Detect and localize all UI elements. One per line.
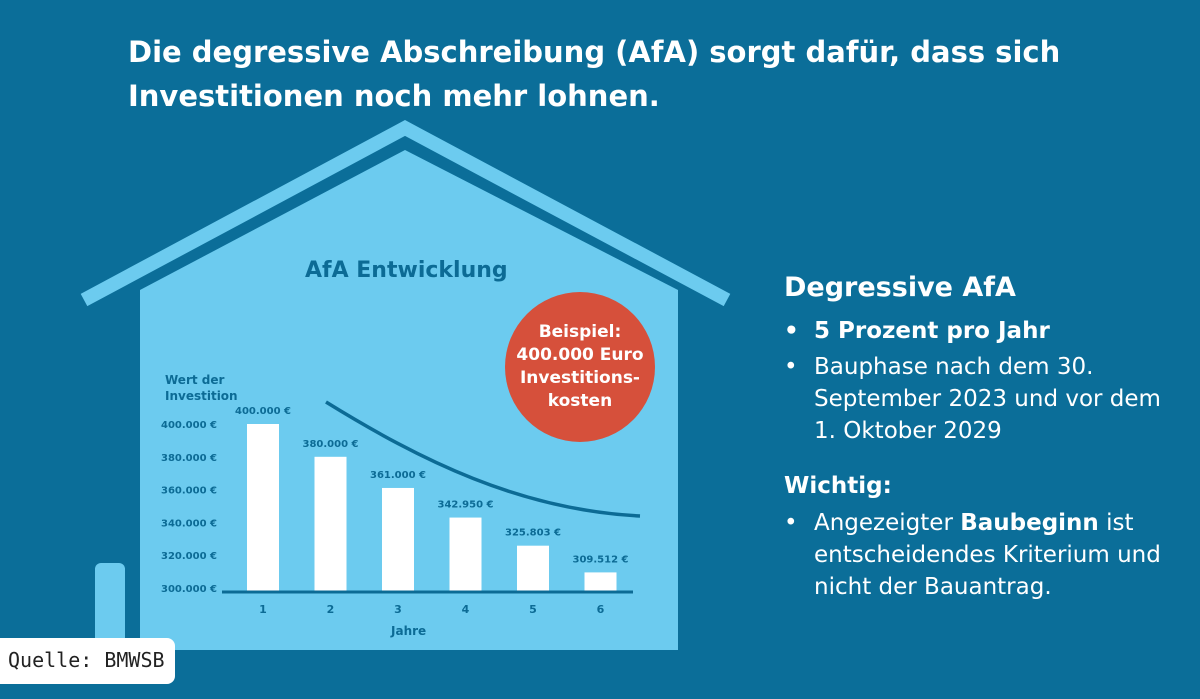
x-tick-label: 2 [327, 603, 335, 616]
page-title: Die degressive Abschreibung (AfA) sorgt … [128, 35, 1061, 113]
data-label: 361.000 € [370, 470, 426, 481]
bullet-important: Angezeigter Baubeginn ist entscheidendes… [784, 507, 1184, 603]
data-label: 342.950 € [438, 500, 494, 511]
x-tick-label: 1 [259, 603, 267, 616]
data-label: 325.803 € [505, 528, 561, 539]
bar [314, 456, 347, 592]
chart-title: AfA Entwicklung [305, 258, 508, 283]
badge-line: Investitions- [519, 368, 640, 388]
badge-line: kosten [547, 391, 613, 411]
x-tick-label: 6 [597, 603, 605, 616]
bar [584, 572, 617, 592]
important-heading: Wichtig: [784, 473, 892, 499]
y-tick-label: 380.000 € [161, 453, 217, 464]
x-tick-label: 5 [529, 603, 537, 616]
y-axis-label: Wert der Investition [165, 373, 238, 403]
info-panel: Degressive AfA 5 Prozent pro Jahr Baupha… [784, 272, 1184, 607]
bar [449, 517, 482, 592]
badge-line: 400.000 Euro [516, 345, 644, 365]
data-label: 400.000 € [235, 406, 291, 417]
house-roof [80, 120, 731, 307]
trend-curve [325, 400, 641, 518]
x-tick-label: 3 [394, 603, 402, 616]
bar [247, 424, 279, 592]
badge-line: Beispiel: [538, 322, 622, 342]
y-tick-label: 360.000 € [161, 486, 217, 497]
bullet-period: Bauphase nach dem 30. September 2023 und… [784, 351, 1184, 447]
y-tick-label: 300.000 € [161, 584, 217, 595]
data-label: 380.000 € [303, 439, 359, 450]
y-tick-label: 320.000 € [161, 551, 217, 562]
bullet-rate: 5 Prozent pro Jahr [784, 315, 1184, 347]
x-tick-label: 4 [462, 603, 470, 616]
example-badge: Beispiel: 400.000 Euro Investitions- kos… [505, 292, 655, 442]
x-axis-label: Jahre [391, 624, 427, 638]
y-tick-label: 340.000 € [161, 518, 217, 529]
y-tick-label: 400.000 € [161, 420, 217, 431]
bar [517, 545, 549, 592]
info-heading: Degressive AfA [784, 272, 1016, 303]
data-label: 309.512 € [573, 554, 629, 565]
bar [382, 487, 414, 592]
source-label: Quelle: BMWSB [0, 638, 175, 684]
